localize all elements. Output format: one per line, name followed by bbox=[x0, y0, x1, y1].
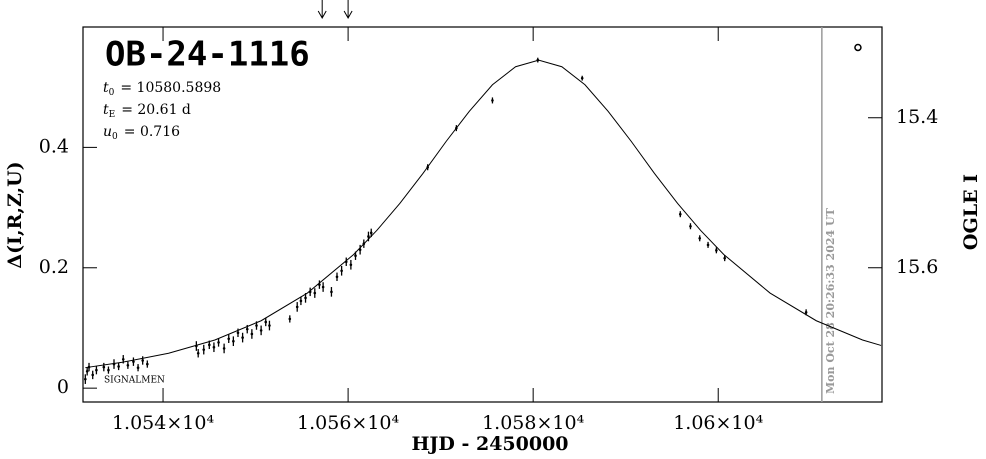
data-point bbox=[255, 324, 258, 327]
data-point bbox=[715, 249, 718, 252]
y-tick-label: 0 bbox=[57, 376, 69, 398]
model-curve bbox=[85, 59, 882, 369]
data-point bbox=[195, 344, 198, 348]
data-point bbox=[117, 365, 120, 368]
data-point bbox=[362, 242, 366, 245]
data-point bbox=[299, 299, 303, 303]
data-point bbox=[202, 348, 206, 351]
data-point bbox=[358, 248, 362, 252]
data-point bbox=[354, 254, 357, 258]
data-point bbox=[536, 58, 540, 62]
data-point bbox=[268, 324, 271, 327]
data-point bbox=[706, 243, 710, 247]
param-text: = 10580.5898 bbox=[120, 80, 221, 96]
data-point bbox=[222, 347, 226, 350]
param-line: tE = 20.61 d bbox=[103, 102, 191, 120]
y2-tick-label: 15.6 bbox=[896, 256, 938, 278]
data-point bbox=[95, 368, 98, 372]
y-tick-label: 0.4 bbox=[39, 135, 69, 157]
data-point bbox=[87, 365, 91, 369]
data-point bbox=[295, 305, 299, 309]
data-point bbox=[245, 327, 249, 331]
data-point bbox=[288, 317, 292, 321]
data-point bbox=[141, 359, 144, 362]
data-point bbox=[723, 256, 726, 260]
data-point bbox=[304, 296, 307, 300]
param-symbol: u bbox=[103, 124, 112, 140]
data-point bbox=[217, 341, 220, 344]
data-point bbox=[132, 360, 135, 363]
data-point bbox=[804, 311, 808, 314]
data-point bbox=[426, 165, 429, 169]
data-point bbox=[146, 362, 149, 366]
data-point bbox=[259, 329, 263, 332]
param-symbol: t bbox=[103, 102, 109, 118]
data-point bbox=[236, 331, 240, 335]
data-point bbox=[344, 260, 348, 264]
x-tick-label: 1.06×10⁴ bbox=[673, 412, 763, 434]
data-point bbox=[367, 235, 370, 238]
param-sub: 0 bbox=[112, 132, 118, 142]
param-sub: 0 bbox=[109, 88, 115, 98]
data-point bbox=[196, 351, 200, 355]
data-point bbox=[580, 76, 584, 80]
param-line: t0 = 10580.5898 bbox=[103, 80, 221, 98]
chart-title: OB-24-1116 bbox=[105, 35, 310, 75]
param-line: u0 = 0.716 bbox=[103, 124, 180, 142]
data-point bbox=[698, 236, 702, 240]
data-point bbox=[208, 343, 211, 347]
data-point bbox=[84, 377, 87, 381]
x-tick-label: 1.054×10⁴ bbox=[112, 412, 214, 434]
param-text: = 0.716 bbox=[124, 124, 180, 140]
signal-label: SIGNALMEN bbox=[104, 376, 165, 386]
data-point bbox=[241, 336, 244, 339]
data-point bbox=[250, 332, 254, 336]
param-text: = 20.61 d bbox=[121, 102, 191, 118]
data-point bbox=[689, 224, 692, 228]
data-point bbox=[313, 291, 317, 295]
data-point bbox=[321, 285, 325, 289]
data-point bbox=[121, 357, 125, 361]
data-point bbox=[126, 363, 130, 367]
data-point bbox=[491, 99, 494, 102]
x-tick-label: 1.056×10⁴ bbox=[297, 412, 399, 434]
y-axis-label: Δ(I,R,Z,U) bbox=[4, 161, 26, 268]
data-point bbox=[136, 366, 140, 369]
y2-axis-label: OGLE I bbox=[960, 174, 982, 250]
data-point bbox=[112, 362, 116, 366]
data-point bbox=[91, 373, 95, 377]
data-point bbox=[455, 126, 458, 130]
data-point bbox=[678, 212, 682, 216]
data-point bbox=[232, 339, 235, 343]
x-tick-label: 1.058×10⁴ bbox=[482, 412, 584, 434]
y2-tick-label: 15.4 bbox=[896, 106, 938, 128]
time-arrow bbox=[343, 0, 353, 20]
data-point bbox=[340, 269, 343, 273]
param-sub: E bbox=[109, 110, 116, 120]
x-axis-label: HJD - 2450000 bbox=[411, 433, 568, 455]
y-tick-label: 0.2 bbox=[39, 256, 69, 278]
data-point bbox=[349, 263, 353, 267]
data-point bbox=[85, 370, 89, 373]
data-point bbox=[330, 290, 333, 294]
data-point bbox=[369, 231, 373, 235]
data-point bbox=[227, 337, 231, 341]
data-point bbox=[102, 365, 106, 369]
plot-frame bbox=[82, 26, 883, 403]
date-text: Mon Oct 28 20:26:33 2024 UT bbox=[824, 207, 837, 394]
time-arrow bbox=[317, 0, 327, 20]
data-point bbox=[308, 290, 312, 294]
data-point bbox=[318, 283, 321, 286]
data-point bbox=[264, 320, 268, 324]
param-symbol: t bbox=[103, 80, 109, 96]
data-point bbox=[335, 275, 339, 279]
data-point bbox=[212, 345, 216, 349]
data-point bbox=[107, 368, 110, 372]
open-marker bbox=[854, 43, 862, 52]
